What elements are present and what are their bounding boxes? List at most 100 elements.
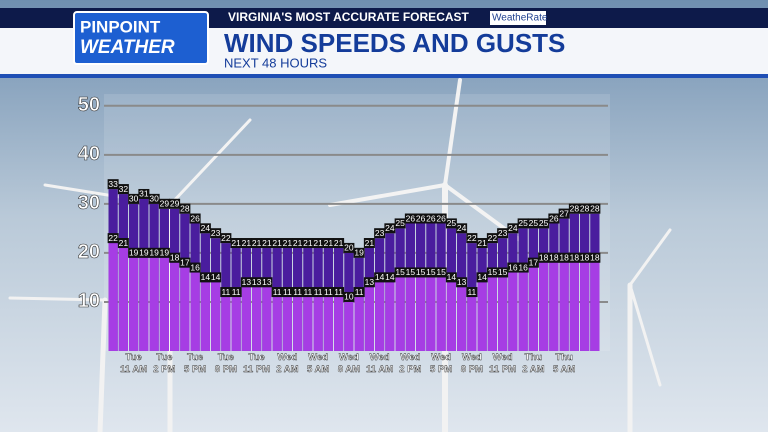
value-label-box: [353, 287, 365, 298]
y-tick-label: 50: [78, 94, 100, 116]
bar: [354, 297, 364, 351]
value-label: 29: [170, 199, 180, 209]
value-label-box: [558, 208, 570, 219]
bar: [498, 277, 508, 351]
bar: [241, 287, 251, 351]
value-label-box: [148, 193, 160, 204]
badge: WeatheRate: [492, 13, 548, 24]
bar: [282, 297, 292, 351]
value-label-box: [251, 277, 263, 288]
value-label: 21: [252, 238, 262, 248]
value-label-box: [240, 238, 252, 249]
bar: [262, 287, 272, 351]
value-label: 30: [149, 194, 159, 204]
value-label: 22: [467, 233, 477, 243]
value-label-box: [507, 223, 519, 234]
value-label-box: [363, 277, 375, 288]
value-label-box: [210, 228, 222, 239]
bar: [426, 277, 436, 351]
value-label-box: [486, 233, 498, 244]
value-label-box: [374, 272, 386, 283]
value-label: 11: [334, 287, 343, 297]
bar: [487, 277, 497, 351]
value-label-box: [548, 252, 560, 263]
value-label-box: [394, 218, 406, 229]
value-label-box: [322, 287, 334, 298]
bar: [170, 262, 180, 351]
value-label: 21: [262, 238, 272, 248]
value-label: 18: [170, 252, 180, 262]
value-label-box: [384, 272, 396, 283]
value-label-box: [476, 238, 488, 249]
bar: [129, 257, 139, 351]
value-label: 21: [365, 238, 375, 248]
value-label: 21: [231, 238, 241, 248]
value-label-box: [548, 213, 560, 224]
bar: [272, 297, 282, 351]
value-label-box: [240, 277, 252, 288]
bar: [395, 277, 405, 351]
value-label-box: [579, 203, 591, 214]
value-label-box: [497, 267, 509, 278]
bar: [231, 297, 241, 351]
value-label-box: [312, 238, 324, 249]
x-tick-label: Thu 2 AM: [522, 352, 544, 375]
value-label-box: [435, 267, 447, 278]
value-label-box: [466, 233, 478, 244]
x-tick-label: Thu 5 AM: [553, 352, 575, 375]
bar: [303, 297, 313, 351]
x-tick-label: Wed 8 PM: [461, 352, 483, 375]
bar: [559, 262, 569, 351]
value-label: 30: [129, 194, 139, 204]
bar: [446, 282, 456, 351]
x-tick-label: Wed 2 AM: [276, 352, 298, 375]
value-label-box: [189, 262, 201, 273]
bar: [467, 297, 477, 351]
x-tick-label: Wed 5 PM: [430, 352, 452, 375]
x-tick-label: Tue 5 PM: [184, 352, 206, 375]
value-label: 13: [262, 277, 272, 287]
bar: [477, 282, 487, 351]
value-label-box: [527, 257, 539, 268]
value-label-box: [220, 287, 232, 298]
value-label-box: [415, 213, 427, 224]
bar: [323, 297, 333, 351]
value-label-box: [138, 188, 150, 199]
value-label-box: [333, 287, 345, 298]
x-tick-label: Wed 5 AM: [307, 352, 329, 375]
value-label: 16: [518, 262, 528, 272]
value-label: 14: [211, 272, 221, 282]
value-label: 21: [283, 238, 293, 248]
value-label-box: [445, 218, 457, 229]
bar: [569, 262, 579, 351]
value-label: 21: [242, 238, 252, 248]
value-label: 14: [375, 272, 385, 282]
value-label: 14: [477, 272, 487, 282]
value-label: 11: [283, 287, 292, 297]
value-label-box: [404, 213, 416, 224]
value-label-box: [189, 213, 201, 224]
value-label-box: [353, 247, 365, 258]
x-tick-label: Tue 2 PM: [153, 352, 175, 375]
value-label: 25: [518, 218, 528, 228]
value-label: 29: [160, 199, 170, 209]
value-label: 13: [457, 277, 467, 287]
chart-subtitle: NEXT 48 HOURS: [224, 55, 327, 70]
value-label: 28: [590, 203, 600, 213]
value-label-box: [445, 272, 457, 283]
value-label: 15: [488, 267, 498, 277]
value-label-box: [425, 267, 437, 278]
value-label-box: [199, 223, 211, 234]
value-label: 11: [467, 287, 476, 297]
value-label-box: [302, 238, 314, 249]
bar: [457, 287, 467, 351]
value-label: 20: [344, 243, 354, 253]
value-label: 11: [324, 287, 333, 297]
x-tick-label: Tue 11 AM: [120, 352, 147, 375]
value-label-box: [281, 238, 293, 249]
value-label-box: [568, 252, 580, 263]
value-label-box: [517, 262, 529, 273]
value-label: 17: [180, 257, 190, 267]
bar: [364, 287, 374, 351]
logo: [73, 11, 209, 65]
